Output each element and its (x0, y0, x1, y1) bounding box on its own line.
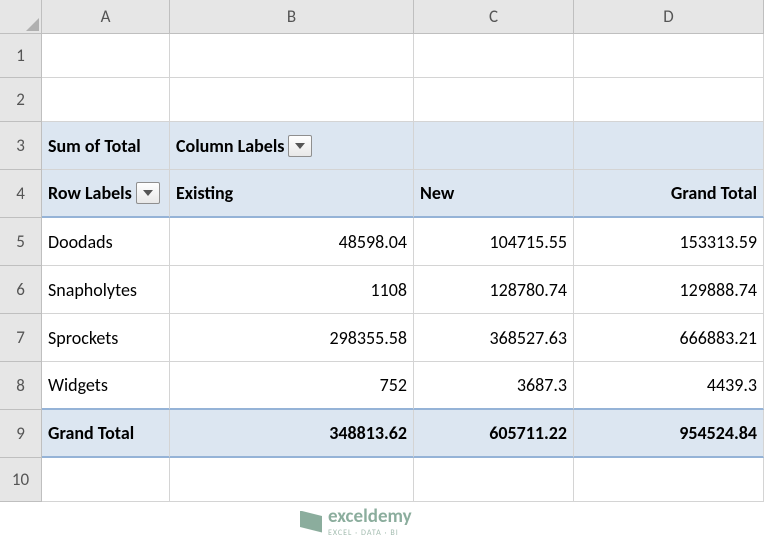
pivot-col-existing[interactable]: Existing (170, 170, 414, 218)
row-header-7[interactable]: 7 (0, 314, 42, 362)
pivot-grandtotal-value[interactable]: 348813.62 (170, 410, 414, 458)
col-header-B[interactable]: B (170, 0, 414, 34)
col-header-D[interactable]: D (574, 0, 764, 34)
pivot-value[interactable]: 666883.21 (574, 314, 764, 362)
pivot-corner-text: Sum of Total (48, 135, 141, 157)
row-header-6[interactable]: 6 (0, 266, 42, 314)
watermark: exceldemy EXCEL · DATA · BI (300, 505, 412, 538)
cell-B2[interactable] (170, 78, 414, 122)
pivot-row-label[interactable]: Widgets (42, 362, 170, 410)
cell-D2[interactable] (574, 78, 764, 122)
cell-D3[interactable] (574, 122, 764, 170)
pivot-value[interactable]: 298355.58 (170, 314, 414, 362)
cell-A10[interactable] (42, 458, 170, 502)
watermark-icon (300, 511, 322, 533)
row-header-4[interactable]: 4 (0, 170, 42, 218)
cell-B10[interactable] (170, 458, 414, 502)
cell-C1[interactable] (414, 34, 574, 78)
chevron-down-icon (295, 143, 305, 149)
row-header-9[interactable]: 9 (0, 410, 42, 458)
pivot-value[interactable]: 104715.55 (414, 218, 574, 266)
row-header-10[interactable]: 10 (0, 458, 42, 502)
pivot-row-label[interactable]: Doodads (42, 218, 170, 266)
row-labels-dropdown[interactable] (136, 182, 160, 204)
spreadsheet-grid: A B C D 1 2 3 Sum of Total Column Labels… (0, 0, 767, 502)
row-header-1[interactable]: 1 (0, 34, 42, 78)
cell-D10[interactable] (574, 458, 764, 502)
row-header-5[interactable]: 5 (0, 218, 42, 266)
watermark-name: exceldemy (328, 505, 412, 528)
select-all-corner[interactable] (0, 0, 42, 34)
pivot-corner-label[interactable]: Sum of Total (42, 122, 170, 170)
row-header-2[interactable]: 2 (0, 78, 42, 122)
row-header-8[interactable]: 8 (0, 362, 42, 410)
pivot-value[interactable]: 1108 (170, 266, 414, 314)
col-header-A[interactable]: A (42, 0, 170, 34)
pivot-column-labels-header[interactable]: Column Labels (170, 122, 414, 170)
column-labels-dropdown[interactable] (288, 135, 312, 157)
pivot-grandtotal-value[interactable]: 605711.22 (414, 410, 574, 458)
pivot-value[interactable]: 153313.59 (574, 218, 764, 266)
pivot-row-label[interactable]: Snapholytes (42, 266, 170, 314)
chevron-down-icon (143, 190, 153, 196)
pivot-value[interactable]: 752 (170, 362, 414, 410)
cell-A2[interactable] (42, 78, 170, 122)
pivot-value[interactable]: 3687.3 (414, 362, 574, 410)
cell-B1[interactable] (170, 34, 414, 78)
cell-C3[interactable] (414, 122, 574, 170)
pivot-row-labels-header[interactable]: Row Labels (42, 170, 170, 218)
row-labels-text: Row Labels (48, 182, 132, 204)
cell-C2[interactable] (414, 78, 574, 122)
pivot-value[interactable]: 129888.74 (574, 266, 764, 314)
watermark-tagline: EXCEL · DATA · BI (328, 528, 412, 538)
column-labels-text: Column Labels (176, 135, 284, 157)
pivot-row-label[interactable]: Sprockets (42, 314, 170, 362)
pivot-value[interactable]: 128780.74 (414, 266, 574, 314)
pivot-col-new[interactable]: New (414, 170, 574, 218)
pivot-col-grandtotal[interactable]: Grand Total (574, 170, 764, 218)
pivot-grandtotal-label[interactable]: Grand Total (42, 410, 170, 458)
pivot-value[interactable]: 4439.3 (574, 362, 764, 410)
cell-D1[interactable] (574, 34, 764, 78)
cell-C10[interactable] (414, 458, 574, 502)
cell-A1[interactable] (42, 34, 170, 78)
pivot-grandtotal-value[interactable]: 954524.84 (574, 410, 764, 458)
pivot-value[interactable]: 368527.63 (414, 314, 574, 362)
row-header-3[interactable]: 3 (0, 122, 42, 170)
pivot-value[interactable]: 48598.04 (170, 218, 414, 266)
col-header-C[interactable]: C (414, 0, 574, 34)
